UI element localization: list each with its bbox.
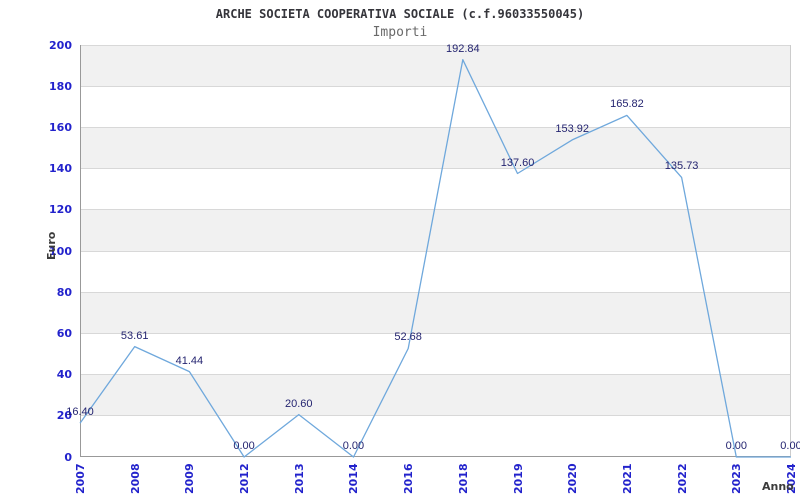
plot-shade-band xyxy=(80,127,791,169)
plot-right-border xyxy=(790,45,791,457)
x-tick-label: 2020 xyxy=(566,463,580,494)
plot-shade-band xyxy=(80,45,791,87)
grid-line xyxy=(80,126,791,128)
y-tick-label: 60 xyxy=(56,326,72,340)
y-axis-title: Euro xyxy=(45,231,58,260)
grid-line xyxy=(80,168,791,170)
y-tick-label: 40 xyxy=(56,368,72,382)
y-tick-label: 140 xyxy=(49,162,72,176)
grid-line xyxy=(80,44,791,46)
y-tick-label: 200 xyxy=(49,38,72,52)
y-tick-label: 180 xyxy=(49,79,72,93)
x-tick-label: 2009 xyxy=(183,463,197,494)
plot-area: 0 20 40 60 80 100 120 140 160 180 200 2007 2008 2009 2… xyxy=(45,39,800,495)
grid-line xyxy=(80,415,791,417)
x-tick-label: 2023 xyxy=(730,463,744,494)
series-line-svg xyxy=(79,59,791,458)
data-point-label: 41.44 xyxy=(175,354,204,367)
y-axis-line xyxy=(80,45,81,457)
x-tick-label: 2008 xyxy=(128,463,142,494)
data-point-label: 192.84 xyxy=(446,42,480,55)
x-tick-label: 2007 xyxy=(74,463,87,494)
plot-shade-band xyxy=(80,374,791,416)
x-tick-label: 2019 xyxy=(511,463,525,494)
y-tick-label: 80 xyxy=(56,285,72,299)
grid-line xyxy=(80,332,791,334)
data-point-label: 52.68 xyxy=(394,331,422,344)
y-tick-label: 20 xyxy=(56,409,72,423)
y-tick-label: 160 xyxy=(49,120,72,134)
y-tick-label: 120 xyxy=(49,203,72,217)
grid-line xyxy=(80,85,791,87)
data-point-label: 53.61 xyxy=(120,329,149,342)
data-point-label: 0.00 xyxy=(342,440,365,452)
grid-line xyxy=(80,250,791,252)
x-tick-label: 2013 xyxy=(292,463,306,494)
x-tick-label: 2016 xyxy=(402,463,416,494)
data-point-label: 153.92 xyxy=(555,122,590,135)
y-tick-label: 100 xyxy=(49,244,72,258)
plot-shade-band xyxy=(80,292,791,334)
x-tick-label: 2012 xyxy=(238,463,252,494)
data-point-label: 16.40 xyxy=(66,406,94,419)
chart-title: ARCHE SOCIETA COOPERATIVA SOCIALE (c.f.9… xyxy=(215,7,585,21)
data-point-label: 135.73 xyxy=(664,160,699,173)
data-point-label: 0.00 xyxy=(725,440,747,452)
x-tick-label: 2021 xyxy=(620,463,634,494)
grid-line xyxy=(80,374,791,376)
grid-line xyxy=(80,291,791,293)
grid-line xyxy=(80,209,791,211)
x-axis-line xyxy=(80,456,791,457)
data-point-label: 165.82 xyxy=(610,98,644,111)
x-axis-title: Anno xyxy=(762,480,794,493)
x-tick-label: 2014 xyxy=(347,463,361,494)
x-tick-label: 2018 xyxy=(456,463,470,494)
series-line xyxy=(79,59,791,458)
data-point-label: 0.00 xyxy=(780,440,800,452)
chart-subtitle: Importi xyxy=(372,25,428,40)
y-tick-label: 0 xyxy=(64,450,72,464)
x-tick-label: 2022 xyxy=(675,463,689,494)
data-point-label: 0.00 xyxy=(233,440,255,452)
data-point-label: 137.60 xyxy=(500,156,535,169)
data-point-label: 20.60 xyxy=(285,397,313,410)
plot-shade-band xyxy=(80,209,791,251)
